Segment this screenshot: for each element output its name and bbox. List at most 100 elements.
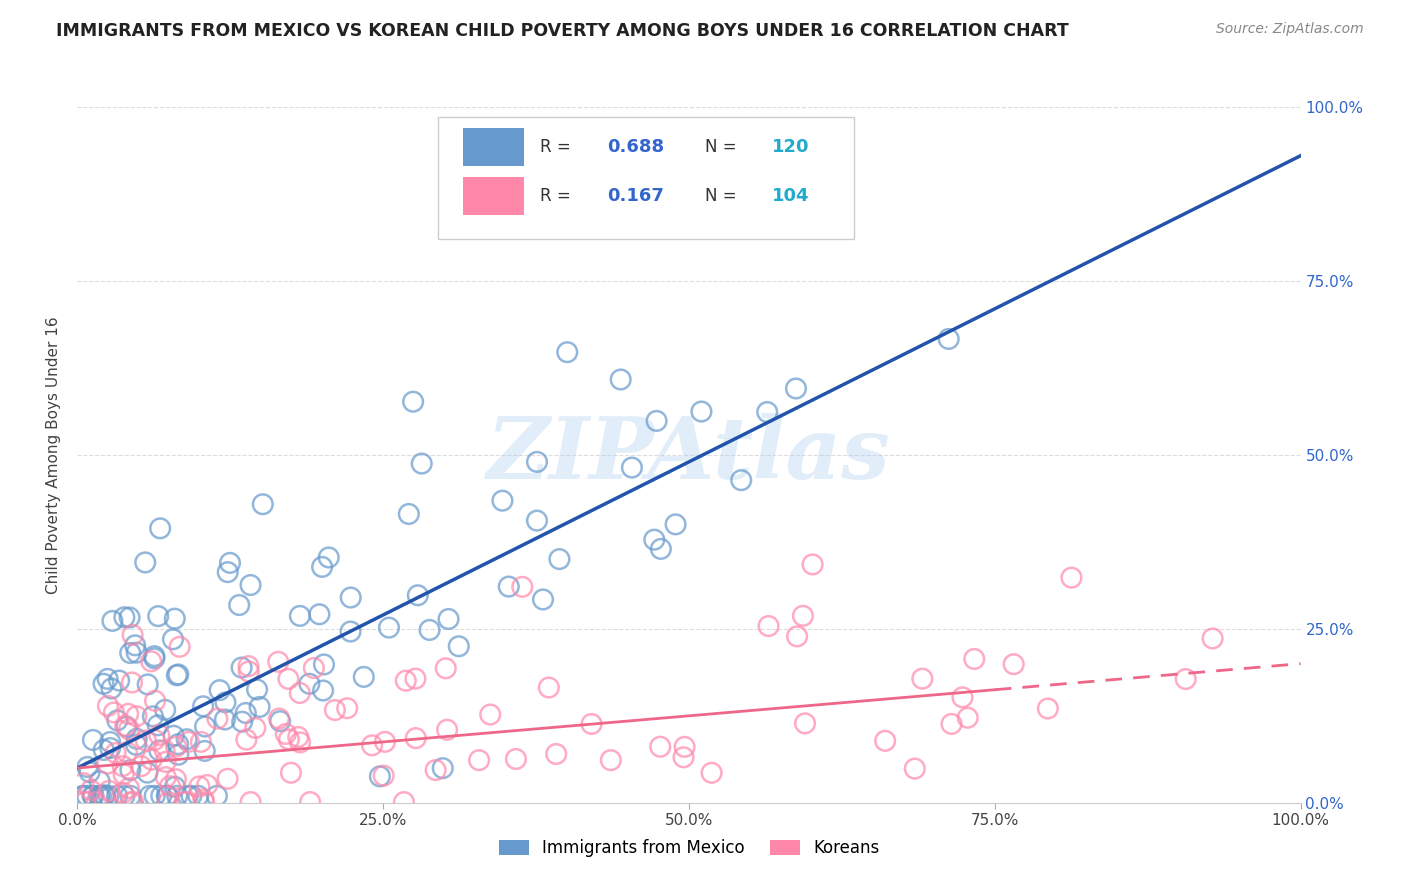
Point — [252, 497, 274, 511]
Point — [115, 720, 138, 734]
Point — [405, 731, 427, 745]
Point — [150, 789, 173, 803]
Point — [121, 628, 143, 642]
Point — [195, 778, 218, 792]
Point — [756, 405, 779, 419]
Point — [76, 760, 98, 774]
Point — [510, 580, 533, 594]
Legend: Immigrants from Mexico, Koreans: Immigrants from Mexico, Koreans — [492, 833, 886, 864]
Point — [118, 723, 141, 737]
Point — [911, 672, 934, 686]
Point — [801, 558, 824, 572]
Point — [80, 783, 103, 797]
Point — [193, 792, 215, 806]
Text: IMMIGRANTS FROM MEXICO VS KOREAN CHILD POVERTY AMONG BOYS UNDER 16 CORRELATION C: IMMIGRANTS FROM MEXICO VS KOREAN CHILD P… — [56, 22, 1069, 40]
Point — [267, 655, 290, 669]
Point — [368, 769, 391, 783]
Point — [299, 795, 322, 809]
Point — [117, 706, 139, 721]
Point — [111, 759, 134, 773]
Point — [267, 711, 290, 725]
Point — [1036, 701, 1059, 715]
Text: 120: 120 — [772, 138, 810, 156]
Point — [245, 721, 267, 735]
Point — [76, 789, 98, 803]
Point — [361, 739, 384, 753]
Point — [432, 761, 454, 775]
Point — [100, 681, 122, 696]
Point — [180, 789, 202, 803]
Point — [97, 698, 120, 713]
Point — [526, 514, 548, 528]
Point — [82, 789, 104, 803]
Point — [167, 737, 190, 751]
Point — [353, 670, 375, 684]
Point — [941, 717, 963, 731]
Point — [239, 578, 262, 592]
Point — [1002, 657, 1025, 672]
Point — [153, 743, 176, 757]
Point — [205, 789, 228, 803]
Point — [141, 654, 163, 668]
Text: 0.167: 0.167 — [607, 186, 664, 205]
Point — [82, 789, 104, 803]
Point — [98, 784, 121, 798]
Point — [498, 580, 520, 594]
Point — [90, 789, 112, 803]
Point — [98, 735, 121, 749]
Point — [142, 709, 165, 723]
Point — [468, 753, 491, 767]
Point — [786, 629, 808, 643]
Point — [115, 745, 138, 759]
Point — [690, 404, 713, 418]
Point — [491, 493, 513, 508]
Point — [97, 789, 120, 803]
Text: 104: 104 — [772, 186, 810, 205]
Point — [700, 765, 723, 780]
Point — [188, 780, 211, 794]
Point — [97, 672, 120, 686]
Point — [193, 795, 215, 809]
Point — [93, 789, 115, 803]
Point — [120, 789, 142, 803]
Point — [581, 717, 603, 731]
Point — [134, 556, 156, 570]
Point — [952, 690, 974, 705]
FancyBboxPatch shape — [463, 177, 524, 215]
Point — [84, 795, 107, 809]
Point — [277, 672, 299, 686]
Point — [146, 718, 169, 732]
Text: N =: N = — [704, 186, 737, 205]
Point — [163, 729, 186, 743]
Point — [163, 780, 186, 794]
Point — [72, 776, 94, 790]
Text: R =: R = — [540, 138, 571, 156]
Point — [112, 610, 135, 624]
Point — [231, 714, 253, 729]
Point — [665, 517, 688, 532]
Point — [785, 382, 807, 396]
Point — [177, 735, 200, 749]
Point — [792, 608, 814, 623]
Point — [165, 739, 187, 754]
Point — [122, 795, 145, 809]
Point — [166, 789, 188, 803]
Point — [404, 672, 426, 686]
Point — [157, 795, 180, 809]
Point — [129, 759, 152, 773]
Point — [526, 455, 548, 469]
Point — [650, 739, 672, 754]
Point — [231, 660, 253, 674]
Point — [287, 730, 309, 744]
Point — [136, 765, 159, 780]
Point — [311, 560, 333, 574]
Text: R =: R = — [540, 186, 571, 205]
Point — [249, 700, 271, 714]
Point — [645, 414, 668, 428]
Point — [219, 556, 242, 570]
Point — [336, 701, 359, 715]
Point — [235, 732, 257, 747]
Point — [118, 610, 141, 624]
Point — [194, 720, 217, 734]
Point — [938, 332, 960, 346]
